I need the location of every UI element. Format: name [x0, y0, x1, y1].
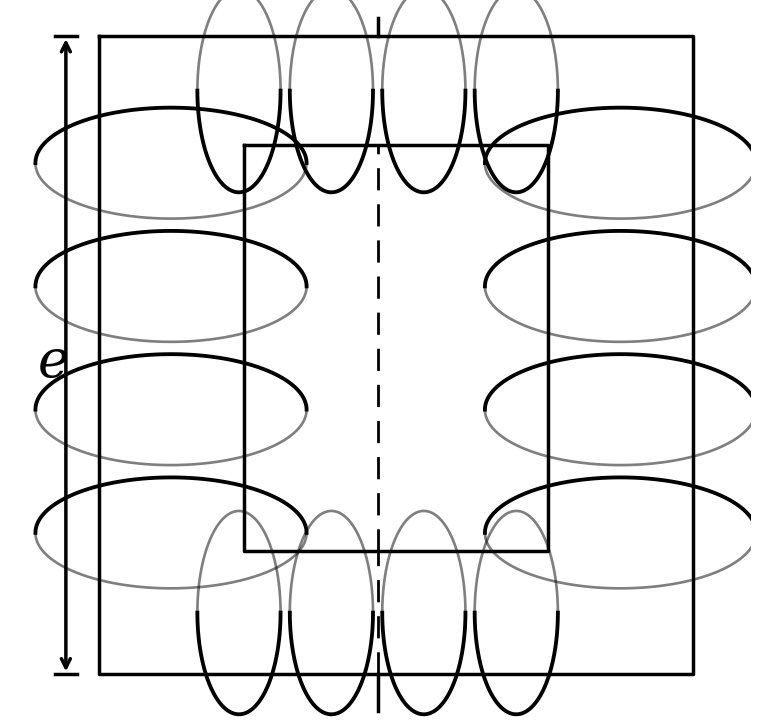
Text: e: e [38, 337, 69, 388]
